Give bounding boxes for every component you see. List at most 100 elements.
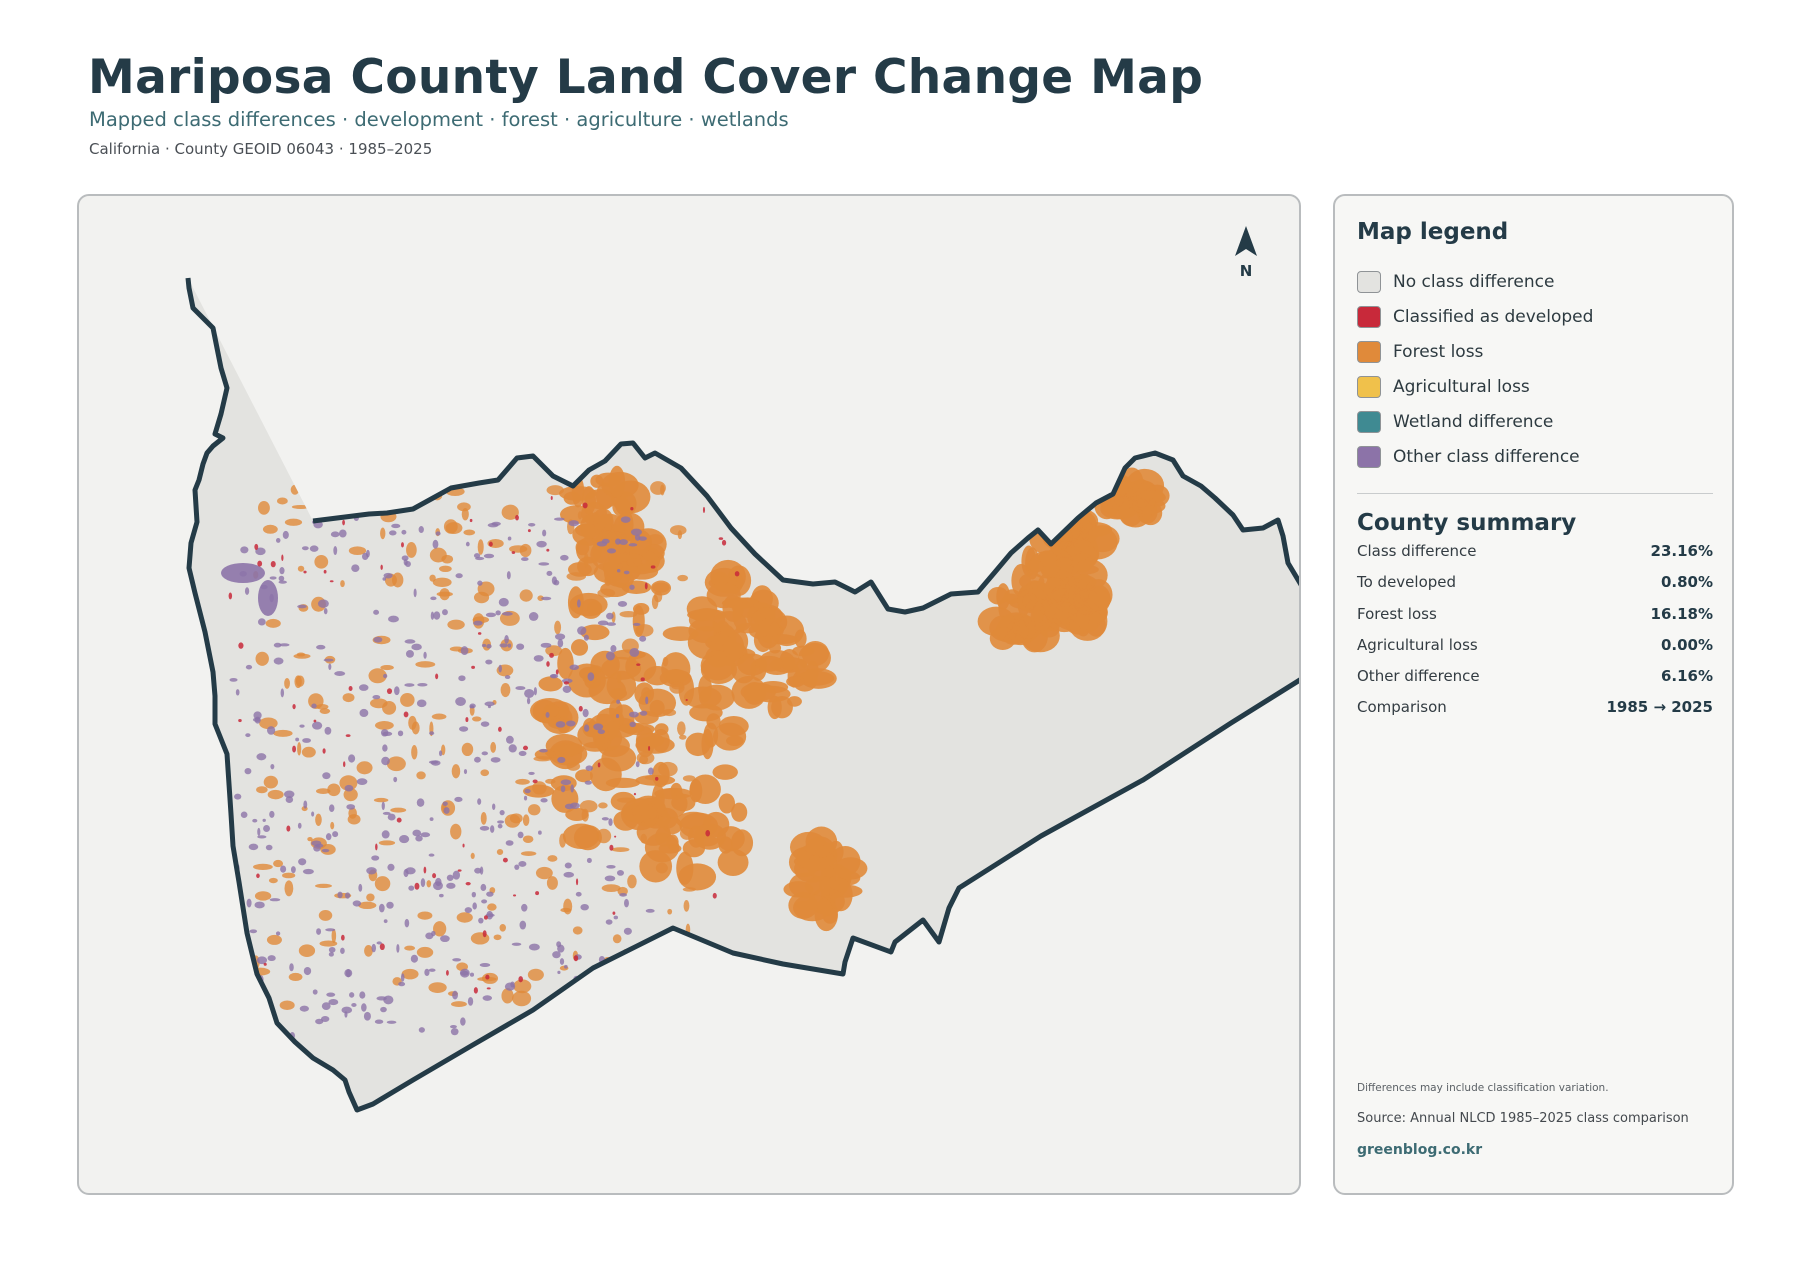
other-difference-patch (328, 946, 336, 953)
forest-loss-patch (522, 814, 530, 826)
other-difference-patch (472, 902, 477, 910)
forest-loss-patch (566, 761, 581, 771)
other-difference-patch (554, 633, 566, 640)
other-difference-patch (557, 970, 561, 975)
forest-loss-patch (676, 851, 694, 885)
other-difference-patch (252, 818, 258, 823)
other-difference-patch (593, 723, 604, 731)
other-difference-patch (230, 897, 239, 907)
other-difference-patch (438, 750, 443, 757)
forest-loss-patch (779, 649, 800, 672)
other-difference-patch (351, 1003, 357, 1007)
other-difference-patch (497, 823, 503, 829)
other-difference-patch (465, 541, 470, 547)
other-difference-patch (254, 901, 265, 909)
county-map[interactable]: N (79, 196, 1301, 1195)
other-difference-patch (559, 958, 565, 965)
other-difference-patch (615, 714, 620, 719)
forest-loss-patch (445, 522, 463, 534)
other-difference-patch (632, 622, 641, 626)
summary-value: 1985 → 2025 (1606, 698, 1713, 717)
forest-loss-patch (679, 826, 694, 840)
other-difference-patch (283, 790, 295, 798)
developed-patch (633, 792, 637, 796)
other-difference-patch (577, 626, 587, 635)
forest-loss-patch (470, 852, 475, 860)
forest-loss-patch (682, 775, 696, 782)
other-difference-patch (479, 963, 491, 968)
other-difference-patch (371, 943, 376, 953)
other-difference-patch (474, 756, 481, 763)
forest-loss-patch (374, 721, 394, 730)
forest-loss-patch (833, 857, 868, 880)
forest-loss-patch (658, 761, 678, 777)
forest-loss-patch (273, 729, 293, 737)
developed-patch (721, 539, 727, 546)
other-difference-patch (474, 867, 482, 874)
forest-loss-patch (567, 586, 584, 619)
other-difference-patch (463, 769, 468, 775)
other-difference-patch (399, 835, 410, 844)
forest-loss-patch (450, 823, 462, 840)
legend-swatch (1357, 270, 1381, 293)
site-link[interactable]: greenblog.co.kr (1357, 1142, 1483, 1158)
developed-patch (555, 669, 559, 675)
legend-swatch (1357, 305, 1381, 328)
other-difference-patch (580, 903, 589, 911)
other-difference-patch (254, 716, 261, 724)
other-difference-patch (583, 724, 590, 732)
developed-patch (228, 592, 233, 600)
other-difference-patch (563, 1000, 568, 1008)
forest-loss-patch (579, 800, 598, 813)
forest-loss-patch (487, 903, 497, 911)
forest-loss-patch (1022, 592, 1038, 609)
other-difference-patch (397, 730, 404, 737)
forest-loss-patch (449, 646, 464, 652)
other-difference-patch (253, 711, 262, 720)
other-difference-patch (483, 553, 495, 559)
other-difference-patch (322, 772, 331, 780)
other-difference-patch (495, 610, 501, 616)
other-difference-patch (244, 587, 250, 595)
other-difference-patch (420, 832, 431, 838)
other-difference-patch (418, 1027, 425, 1033)
legend-label: Classified as developed (1393, 306, 1594, 327)
other-difference-patch (423, 651, 427, 659)
forest-loss-patch (669, 525, 687, 536)
other-difference-patch (459, 726, 469, 732)
other-difference-patch (295, 737, 300, 742)
forest-loss-patch (805, 826, 838, 858)
other-difference-patch (240, 546, 249, 554)
forest-loss-patch (621, 798, 659, 831)
map-panel[interactable]: N (77, 194, 1301, 1195)
other-difference-patch (372, 694, 381, 700)
summary-table: Class difference 23.16% To developed 0.80%… (1357, 542, 1713, 730)
other-difference-patch (452, 990, 458, 1000)
legend-panel: Map legend No class difference Classifie… (1333, 194, 1734, 1195)
other-difference-patch (313, 844, 321, 852)
forest-loss-patch (431, 713, 447, 720)
other-difference-patch (344, 892, 351, 899)
other-difference-patch (255, 547, 266, 556)
forest-loss-patch (683, 900, 690, 912)
other-difference-patch (624, 969, 634, 978)
other-difference-patch (560, 779, 572, 786)
other-difference-patch (459, 968, 470, 978)
summary-label: Forest loss (1357, 604, 1437, 623)
other-difference-patch (363, 1011, 371, 1021)
other-difference-patch (480, 721, 490, 727)
other-difference-patch (564, 803, 574, 810)
other-difference-patch (560, 785, 566, 793)
other-difference-patch (267, 955, 276, 962)
developed-patch (403, 711, 409, 718)
other-difference-patch (273, 642, 282, 648)
forest-loss-patch (717, 848, 749, 877)
developed-patch (705, 830, 711, 837)
other-difference-patch (562, 685, 572, 693)
legend-label: No class difference (1393, 271, 1555, 292)
north-arrow-icon (1235, 226, 1257, 256)
developed-patch (281, 554, 284, 561)
other-difference-patch (328, 663, 332, 670)
other-difference-patch (498, 664, 502, 673)
other-difference-patch (413, 588, 417, 598)
